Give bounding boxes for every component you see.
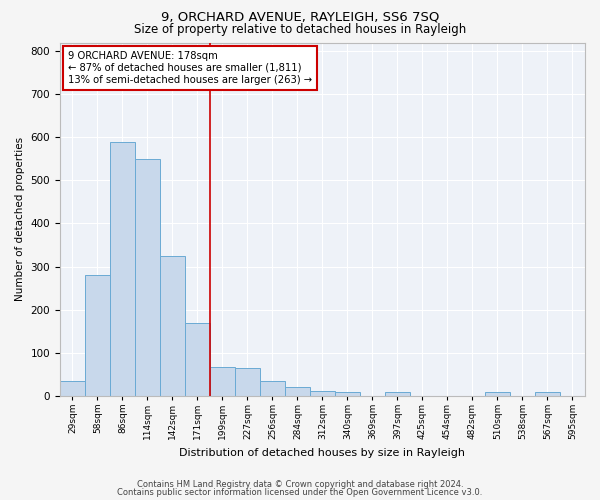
Bar [160, 256, 185, 396]
Bar [210, 366, 235, 396]
Bar [335, 392, 360, 396]
Bar [235, 368, 260, 396]
Bar [135, 159, 160, 396]
Y-axis label: Number of detached properties: Number of detached properties [15, 137, 25, 301]
Text: 9 ORCHARD AVENUE: 178sqm
← 87% of detached houses are smaller (1,811)
13% of sem: 9 ORCHARD AVENUE: 178sqm ← 87% of detach… [68, 52, 312, 84]
Bar [385, 392, 410, 396]
Bar [110, 142, 135, 396]
Bar [285, 387, 310, 396]
Text: 9, ORCHARD AVENUE, RAYLEIGH, SS6 7SQ: 9, ORCHARD AVENUE, RAYLEIGH, SS6 7SQ [161, 10, 439, 23]
Text: Contains public sector information licensed under the Open Government Licence v3: Contains public sector information licen… [118, 488, 482, 497]
Bar [535, 392, 560, 396]
Bar [310, 390, 335, 396]
Text: Size of property relative to detached houses in Rayleigh: Size of property relative to detached ho… [134, 22, 466, 36]
Bar [85, 275, 110, 396]
Bar [60, 381, 85, 396]
Bar [260, 381, 285, 396]
Text: Contains HM Land Registry data © Crown copyright and database right 2024.: Contains HM Land Registry data © Crown c… [137, 480, 463, 489]
Bar [485, 392, 510, 396]
Bar [185, 322, 210, 396]
X-axis label: Distribution of detached houses by size in Rayleigh: Distribution of detached houses by size … [179, 448, 466, 458]
